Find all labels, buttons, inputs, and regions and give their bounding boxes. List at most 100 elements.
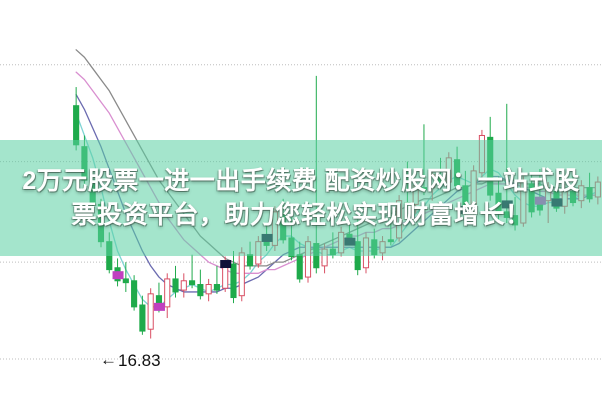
candle [139,295,146,335]
trade-marker-sell [220,260,232,269]
candle [172,265,179,298]
candle [578,180,585,209]
candle-body [213,284,220,291]
candle-body [313,243,320,269]
candle-body [495,192,502,215]
ma-line-ma60 [75,49,599,267]
candle-body [420,187,428,191]
candle-body [396,200,403,239]
candle-body [296,254,303,280]
candle-body [362,237,370,269]
candle-body [122,278,129,284]
candle-body [131,280,138,308]
candle [553,178,560,212]
candle [396,195,403,242]
candle-body [288,237,295,258]
candle-body [230,263,237,299]
candle-body [379,241,386,254]
candle-body [354,241,361,271]
candle [255,236,262,268]
candle [81,135,88,186]
trade-marker-buy [153,302,165,311]
candle [420,124,428,196]
candle [147,288,154,339]
candle-body [189,280,196,286]
candle [495,176,502,220]
ma-lines-group [75,49,599,308]
trade-marker-sell [501,200,513,209]
price-annotation: ← 16.83 [100,350,161,370]
candle-body [164,278,171,308]
candle-body [81,146,88,181]
candle-body [561,189,568,207]
candle [379,236,386,261]
candle-body [197,284,204,297]
candle-body [329,248,336,256]
left-arrow-icon: ← [100,350,117,369]
candle-body [511,215,519,226]
candle-body [338,231,345,254]
candle-body [89,179,96,205]
candle-body [246,254,254,267]
candle [470,165,477,218]
candle-body [280,213,287,241]
candle [197,269,204,300]
candle [280,198,287,244]
candle [445,152,452,190]
candle [205,278,212,302]
candle [271,206,278,251]
candle [478,129,485,181]
candle-body [97,203,105,243]
candle [412,180,419,214]
candle [487,116,494,201]
candle-body [404,202,411,207]
candle [313,75,320,274]
candle [164,273,171,319]
markers-group [112,196,563,311]
candle-body [147,293,154,330]
candle-body [304,241,312,278]
trade-marker-sell [551,198,563,207]
candle-body [321,248,328,267]
candle [288,217,295,261]
candle [122,262,129,292]
candle-body [172,278,179,293]
candle-body [205,284,212,295]
candle-body [73,105,80,146]
candle [511,196,519,231]
candle [89,169,96,210]
candle [230,250,237,304]
candle [97,198,105,248]
candle-body [255,241,262,265]
candle [246,241,254,270]
candle-body [578,185,585,202]
candle [454,146,461,190]
candle-body [371,239,378,256]
candle [536,169,543,216]
candle-body [263,241,270,246]
candle [429,169,436,201]
ma-line-ma5 [75,112,599,308]
candle [213,265,220,294]
candle [569,174,577,207]
candle-body [470,170,477,213]
trade-marker-buy [534,196,546,205]
price-label: 16.83 [118,351,161,370]
candle-body [180,280,187,291]
trade-marker-sell [460,206,472,214]
candle [329,232,336,259]
candle-body [478,134,485,174]
candle [180,273,187,298]
candle-body [454,159,461,187]
candle [189,254,196,289]
candle [528,172,535,218]
candle [131,275,138,311]
trade-marker-buy [112,271,124,280]
candle-body [412,185,419,205]
candle-body [586,187,593,200]
candle [371,228,378,259]
candle-body [271,211,278,246]
candle [594,176,601,205]
